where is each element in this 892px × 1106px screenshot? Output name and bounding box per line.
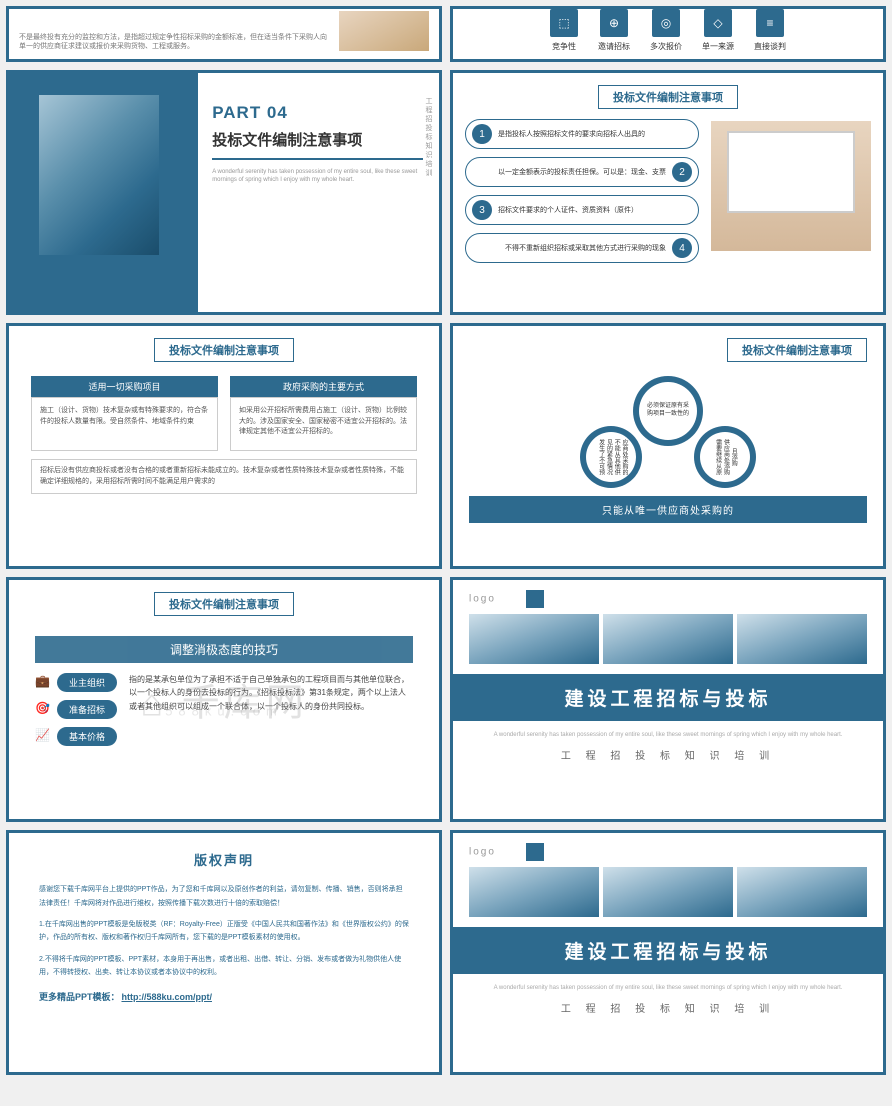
two-columns: 适用一切采购项目 施工（设计、货物）技术复杂或有特殊要求的，符合条件的投标人数量… [31,376,417,451]
section-title: 投标文件编制注意事项 [727,338,867,362]
col-body: 施工（设计、货物）技术复杂或有特殊要求的，符合条件的投标人数量有限。受自然条件、… [31,397,218,451]
logo: logo [469,843,867,861]
chart-icon: 📈 [35,728,51,744]
logo: logo [469,590,867,608]
slide-partial-right: ⬚竞争性 ⊕邀请招标 ◎多次报价 ◇单一来源 ≡直接谈判 [450,6,886,62]
footer-text: 工 程 招 投 标 知 识 培 训 [469,747,867,762]
slide-title-1: logo 建设工程招标与投标 A wonderful serenity has … [450,577,886,822]
body-text: 指的是某承包单位为了承担不适于自己单独承包的工程项目而与其他单位联合，以一个投标… [129,673,413,714]
more-link[interactable]: http://588ku.com/ppt/ [121,992,212,1002]
bubble-right: 需要继续从原供应商处添购且添购 [694,426,756,488]
col-left: 适用一切采购项目 施工（设计、货物）技术复杂或有特殊要求的，符合条件的投标人数量… [31,376,218,451]
building-img [39,95,159,255]
bubble-left: 发生了不可预见的紧急情况不能从其他供应商处采购的 [580,426,642,488]
laptop-img [711,121,871,251]
tag-item: 💼业主组织 [35,673,117,692]
pill-column: 1是指投标人按照招标文件的要求向招标人出具的 2以一定金额表示的投标责任担保。可… [465,119,699,263]
partial-img [339,11,429,51]
slide-notes-list: 投标文件编制注意事项 1是指投标人按照招标文件的要求向招标人出具的 2以一定金额… [450,70,886,315]
copyright-p3: 2.不得将千库网的PPT模板、PPT素材，本身用于再出售，或者出租、出借、转让、… [39,953,409,980]
section-title: 投标文件编制注意事项 [154,338,294,362]
icon-item: ◎多次报价 [650,9,682,53]
slide-copyright: 版权声明 感谢您下载千库网平台上提供的PPT作品，为了您和千库网以及原创作者的利… [6,830,442,1075]
briefcase-icon: 💼 [35,674,51,690]
footer-box: 招标后没有供应商投标或者没有合格的或者重新招标未能成立的。技术复杂或者性质特殊技… [31,459,417,494]
section-title: 投标文件编制注意事项 [154,592,294,616]
copyright-title: 版权声明 [39,849,409,874]
target-icon: 🎯 [35,701,51,717]
slide-bubbles: 投标文件编制注意事项 必须保证原有采购项目一致性的 发生了不可预见的紧急情况不能… [450,323,886,568]
subtitle: A wonderful serenity has taken possessio… [469,731,867,739]
pill-item: 4不得不重新组织招标或采取其他方式进行采购的现象 [465,233,699,263]
list-row: 1是指投标人按照招标文件的要求向招标人出具的 2以一定金额表示的投标责任担保。可… [465,119,871,263]
icon-item: ⬚竞争性 [550,9,578,53]
subtitle: A wonderful serenity has taken possessio… [212,168,423,185]
subtitle-bar: 调整消极态度的技巧 [35,636,413,663]
image-strip [469,867,867,917]
slide-tags: 投标文件编制注意事项 调整消极态度的技巧 💼业主组织 🎯准备招标 📈基本价格 指… [6,577,442,822]
main-title: 建设工程招标与投标 [453,674,883,721]
link-label: 更多精品PPT模板： [39,992,120,1002]
pill-item: 2以一定金额表示的投标责任担保。可以是：现金、支票 [465,157,699,187]
diamond-icon: ◇ [704,9,732,37]
col-right: 政府采购的主要方式 如采用公开招标所需费用占施工（设计、货物）比例较大的。涉及国… [230,376,417,451]
vertical-text: 工程招投标知识培训 [423,97,433,178]
tag-item: 🎯准备招标 [35,700,117,719]
icon-item: ⊕邀请招标 [598,9,630,53]
slide-part04: PART 04 投标文件编制注意事项 A wonderful serenity … [6,70,442,315]
plus-circle-icon: ⊕ [600,9,628,37]
section-title: 投标文件编制注意事项 [598,85,738,109]
slide-partial-left: 不是最终投有充分的监控和方法，是指超过规定争性招标采购的金额标准，但在适当条件下… [6,6,442,62]
icon-item: ≡直接谈判 [754,9,786,53]
pill-item: 3招标文件要求的个人证件、资质资料（原件） [465,195,699,225]
partial-text: 不是最终投有充分的监控和方法，是指超过规定争性招标采购的金额标准，但在适当条件下… [19,33,331,51]
tag-list: 💼业主组织 🎯准备招标 📈基本价格 [35,673,117,746]
copyright-p2: 1.在千库网出售的PPT模板是免版税类（RF：Royalty-Free）正版受《… [39,918,409,945]
col-body: 如采用公开招标所需费用占施工（设计、货物）比例较大的。涉及国家安全、国家秘密不适… [230,397,417,451]
slide-grid: 不是最终投有充分的监控和方法，是指超过规定争性招标采购的金额标准，但在适当条件下… [0,0,892,1081]
col-header: 适用一切采购项目 [31,376,218,397]
copyright-p1: 感谢您下载千库网平台上提供的PPT作品，为了您和千库网以及原创作者的利益，请勿复… [39,883,409,910]
slide-twocol: 投标文件编制注意事项 适用一切采购项目 施工（设计、货物）技术复杂或有特殊要求的… [6,323,442,568]
bottom-bar: 只能从唯一供应商处采购的 [469,496,867,523]
bubble-center: 必须保证原有采购项目一致性的 [633,376,703,446]
part-label: PART 04 [212,103,423,123]
right-panel: PART 04 投标文件编制注意事项 A wonderful serenity … [198,73,439,312]
slide-title: 投标文件编制注意事项 [212,129,423,150]
col-header: 政府采购的主要方式 [230,376,417,397]
tag-item: 📈基本价格 [35,727,117,746]
subtitle: A wonderful serenity has taken possessio… [469,984,867,992]
content-row: 💼业主组织 🎯准备招标 📈基本价格 指的是某承包单位为了承担不适于自己单独承包的… [35,673,413,746]
bubble-wrap: 必须保证原有采购项目一致性的 发生了不可预见的紧急情况不能从其他供应商处采购的 … [469,376,867,496]
square-icon: ⬚ [550,9,578,37]
slide-title-2: logo 建设工程招标与投标 A wonderful serenity has … [450,830,886,1075]
main-title: 建设工程招标与投标 [453,927,883,974]
left-panel [9,73,198,312]
footer-text: 工 程 招 投 标 知 识 培 训 [469,1000,867,1015]
image-strip [469,614,867,664]
target-icon: ◎ [652,9,680,37]
pill-item: 1是指投标人按照招标文件的要求向招标人出具的 [465,119,699,149]
divider [212,158,423,160]
icon-item: ◇单一来源 [702,9,734,53]
list-icon: ≡ [756,9,784,37]
